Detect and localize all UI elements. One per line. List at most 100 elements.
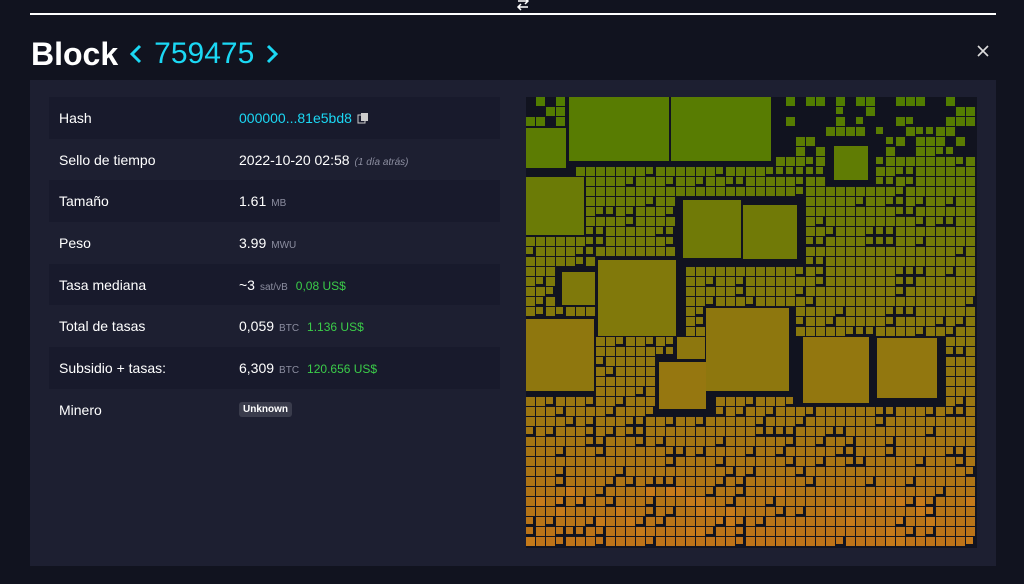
tx-block[interactable] [562, 272, 595, 305]
tx-block[interactable] [926, 437, 935, 446]
tx-block[interactable] [746, 517, 755, 526]
tx-block[interactable] [569, 97, 669, 161]
tx-block[interactable] [546, 457, 555, 466]
tx-block[interactable] [598, 260, 676, 336]
tx-block[interactable] [746, 287, 755, 296]
tx-block[interactable] [806, 297, 813, 304]
tx-block[interactable] [716, 287, 725, 296]
tx-block[interactable] [966, 227, 975, 236]
tx-block[interactable] [566, 427, 575, 436]
tx-block[interactable] [916, 97, 925, 106]
tx-block[interactable] [556, 397, 565, 406]
tx-block[interactable] [956, 177, 965, 186]
tx-block[interactable] [886, 287, 895, 296]
tx-block[interactable] [616, 207, 625, 216]
tx-block[interactable] [786, 427, 793, 434]
tx-block[interactable] [816, 417, 825, 426]
tx-block[interactable] [866, 317, 875, 326]
tx-block[interactable] [596, 537, 603, 544]
tx-block[interactable] [916, 227, 925, 236]
tx-block[interactable] [696, 297, 705, 306]
tx-block[interactable] [526, 507, 535, 516]
tx-block[interactable] [926, 227, 935, 236]
tx-block[interactable] [926, 167, 935, 176]
tx-block[interactable] [776, 467, 785, 476]
tx-block[interactable] [666, 417, 673, 424]
tx-block[interactable] [716, 517, 723, 524]
tx-block[interactable] [746, 417, 755, 426]
tx-block[interactable] [946, 527, 955, 536]
tx-block[interactable] [846, 127, 855, 136]
tx-block[interactable] [926, 407, 933, 414]
tx-block[interactable] [696, 507, 705, 516]
tx-block[interactable] [626, 237, 635, 246]
tx-block[interactable] [926, 447, 935, 456]
tx-block[interactable] [896, 467, 905, 476]
tx-block[interactable] [566, 397, 575, 406]
tx-block[interactable] [686, 427, 695, 436]
tx-block[interactable] [936, 407, 945, 416]
tx-block[interactable] [966, 317, 975, 326]
tx-block[interactable] [826, 227, 833, 234]
tx-block[interactable] [816, 227, 825, 236]
tx-block[interactable] [906, 187, 915, 196]
tx-block[interactable] [836, 437, 845, 446]
tx-block[interactable] [706, 507, 715, 516]
tx-block[interactable] [946, 207, 955, 216]
tx-block[interactable] [646, 407, 653, 414]
tx-block[interactable] [806, 497, 815, 506]
tx-block[interactable] [756, 447, 765, 456]
tx-block[interactable] [696, 467, 705, 476]
tx-block[interactable] [866, 207, 875, 216]
tx-block[interactable] [606, 177, 615, 186]
tx-block[interactable] [546, 497, 555, 506]
tx-block[interactable] [956, 467, 965, 476]
tx-block[interactable] [956, 247, 963, 254]
tx-block[interactable] [546, 247, 555, 256]
tx-block[interactable] [836, 277, 845, 286]
tx-block[interactable] [786, 277, 795, 286]
tx-block[interactable] [526, 417, 535, 426]
tx-block[interactable] [616, 217, 625, 226]
tx-block[interactable] [526, 527, 533, 534]
tx-block[interactable] [786, 477, 795, 486]
tx-block[interactable] [696, 277, 705, 286]
tx-block[interactable] [596, 347, 605, 356]
tx-block[interactable] [726, 537, 735, 546]
tx-block[interactable] [816, 157, 825, 166]
tx-block[interactable] [876, 487, 885, 496]
tx-block[interactable] [906, 457, 915, 466]
tx-block[interactable] [746, 437, 755, 446]
tx-block[interactable] [896, 407, 905, 416]
tx-block[interactable] [686, 297, 695, 306]
tx-block[interactable] [646, 527, 655, 536]
tx-block[interactable] [536, 247, 545, 256]
tx-block[interactable] [926, 127, 933, 134]
tx-block[interactable] [846, 257, 855, 266]
tx-block[interactable] [956, 317, 963, 324]
tx-block[interactable] [743, 205, 797, 259]
tx-block[interactable] [686, 537, 695, 546]
tx-block[interactable] [776, 527, 785, 536]
tx-block[interactable] [696, 537, 705, 546]
tx-block[interactable] [916, 317, 925, 326]
tx-block[interactable] [556, 537, 563, 544]
tx-block[interactable] [616, 527, 625, 536]
tx-block[interactable] [586, 467, 595, 476]
tx-block[interactable] [686, 317, 695, 326]
tx-block[interactable] [896, 187, 903, 194]
tx-block[interactable] [766, 537, 775, 546]
tx-block[interactable] [666, 457, 673, 464]
tx-block[interactable] [656, 527, 665, 536]
tx-block[interactable] [796, 137, 805, 146]
tx-block[interactable] [646, 477, 653, 484]
tx-block[interactable] [876, 307, 885, 316]
tx-block[interactable] [866, 487, 875, 496]
tx-block[interactable] [926, 207, 935, 216]
tx-block[interactable] [836, 327, 845, 336]
tx-block[interactable] [786, 117, 795, 126]
tx-block[interactable] [806, 177, 815, 186]
tx-block[interactable] [846, 327, 853, 334]
tx-block[interactable] [586, 517, 593, 524]
tx-block[interactable] [836, 297, 845, 306]
